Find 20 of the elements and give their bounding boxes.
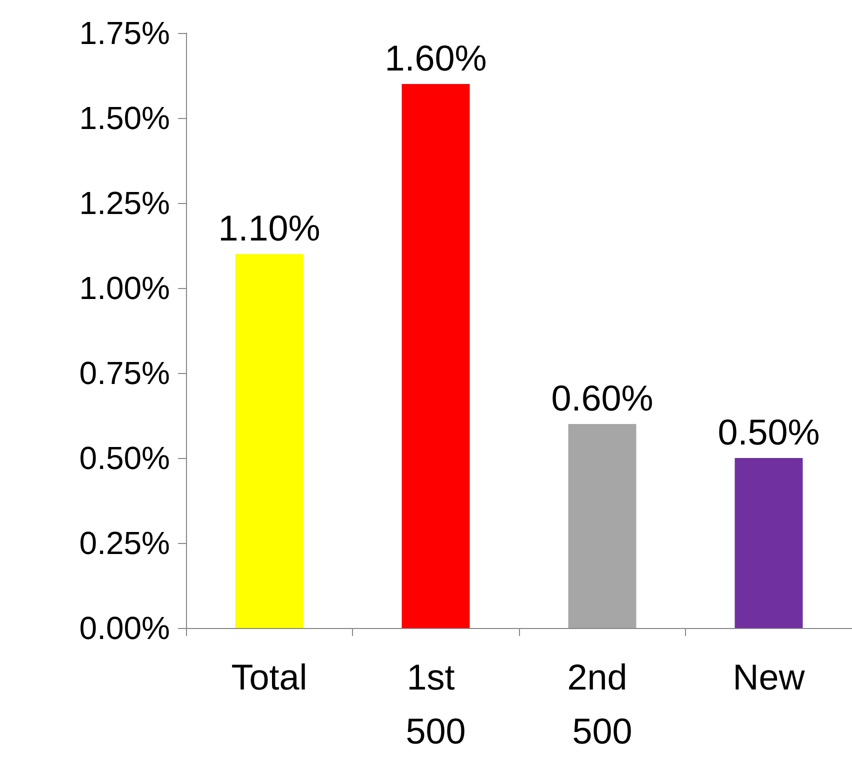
y-tick-label: 1.25% <box>79 185 170 221</box>
data-label: 1.60% <box>384 38 487 78</box>
bar <box>235 254 304 628</box>
x-tick-label: 2nd 500 <box>567 656 638 752</box>
y-tick-label: 1.00% <box>79 270 170 306</box>
y-tick-label: 1.75% <box>79 15 170 51</box>
data-label: 0.60% <box>551 378 654 418</box>
x-tick-label: Total <box>231 656 308 698</box>
bar <box>568 424 636 628</box>
bar <box>402 84 470 628</box>
bar <box>734 458 803 628</box>
x-tick-label: New <box>732 656 806 698</box>
data-label: 1.10% <box>218 208 320 248</box>
data-label: 0.50% <box>718 412 820 452</box>
y-tick-label: 0.50% <box>79 440 170 476</box>
y-tick-label: 0.00% <box>79 610 170 646</box>
y-tick-label: 1.50% <box>79 100 170 136</box>
y-tick-label: 0.25% <box>79 525 170 561</box>
y-tick-label: 0.75% <box>79 355 170 391</box>
x-tick-label: 1st 500 <box>406 656 466 752</box>
